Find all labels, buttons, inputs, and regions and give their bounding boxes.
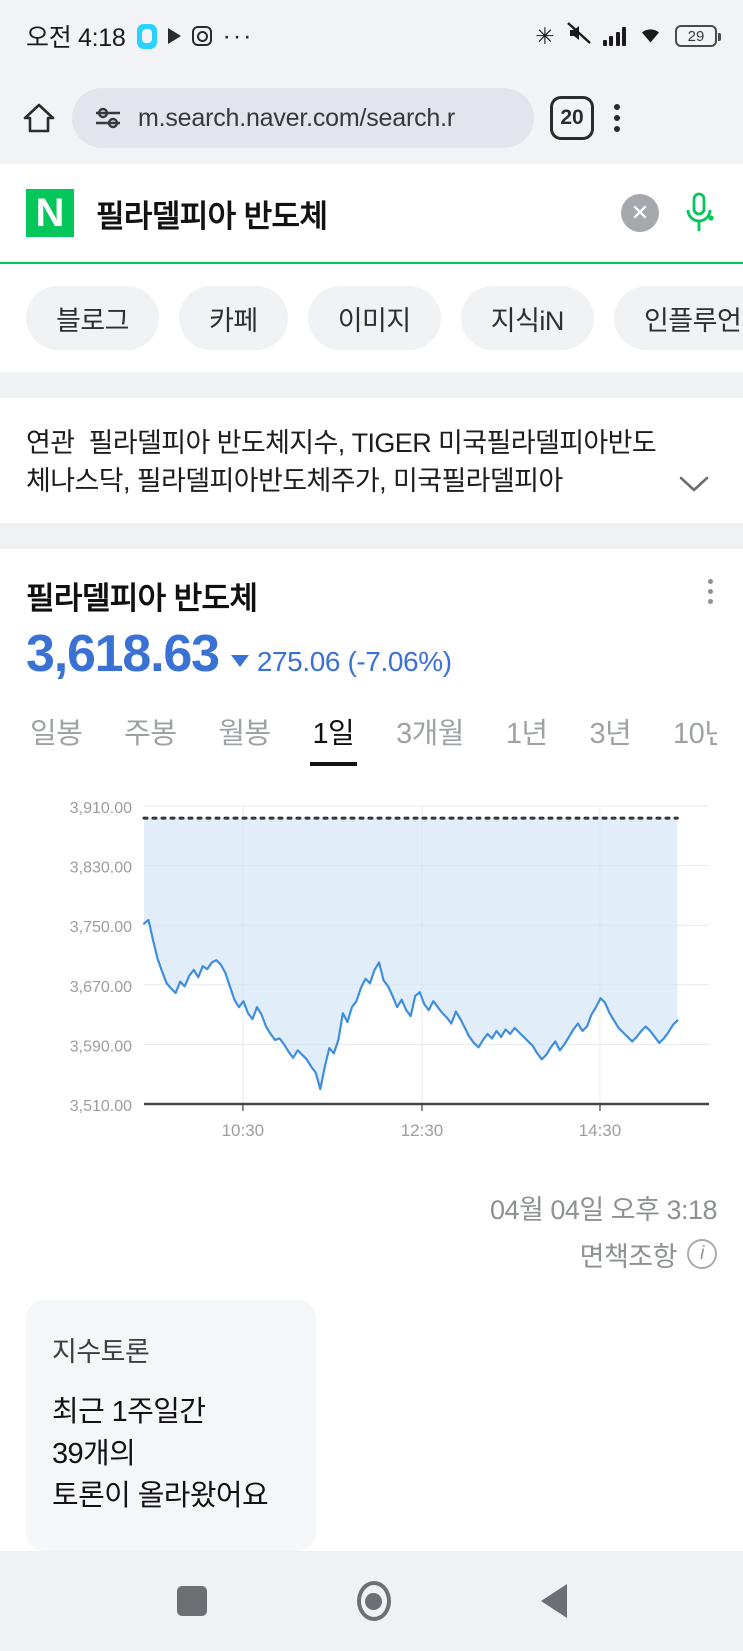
cellular-signal-icon: [602, 26, 626, 46]
discussion-card[interactable]: 지수토론 최근 1주일간 39개의 토론이 올라왔어요: [26, 1299, 316, 1551]
price-direction-icon: [230, 654, 249, 667]
recent-apps-icon[interactable]: [176, 1586, 207, 1616]
svg-text:10:30: 10:30: [222, 1121, 265, 1140]
related-label: 연관: [26, 428, 75, 458]
discussion-line-3: 토론이 올라왔어요: [52, 1479, 269, 1512]
tab-ten-years[interactable]: 10년: [673, 717, 717, 750]
battery-icon: 29: [675, 25, 721, 47]
status-bar-right: ✳ 29: [535, 21, 721, 51]
svg-text:3,910.00: 3,910.00: [70, 800, 132, 817]
svg-text:3,590.00: 3,590.00: [70, 1038, 132, 1055]
stock-header: 필라델피아 반도체: [26, 549, 717, 618]
stock-quote-card: 필라델피아 반도체 3,618.63 275.06 (-7.06%) 일봉 주봉…: [0, 548, 743, 1274]
chart-meta: 04월 04일 오후 3:18 면책조항 i: [26, 1174, 717, 1274]
naver-logo[interactable]: [26, 189, 74, 237]
discussion-section: 지수토론 최근 1주일간 39개의 토론이 올라왔어요: [0, 1273, 743, 1577]
tab-weekly-candle[interactable]: 주봉: [124, 717, 177, 750]
chip-influencer[interactable]: 인플루언서: [613, 286, 743, 350]
tab-three-years[interactable]: 3년: [589, 717, 632, 750]
naver-search-header: 필라델피아 반도체 ✕: [0, 164, 743, 264]
tab-three-months[interactable]: 3개월: [396, 717, 464, 750]
chip-knowledge-in[interactable]: 지식iN: [460, 286, 594, 350]
battery-level: 29: [687, 27, 705, 45]
info-icon[interactable]: i: [687, 1239, 717, 1270]
section-divider-2: [0, 522, 743, 549]
discussion-title: 지수토론: [52, 1336, 150, 1367]
tab-daily-candle[interactable]: 일봉: [30, 717, 83, 750]
svg-text:3,750.00: 3,750.00: [70, 919, 132, 936]
chip-cafe[interactable]: 카페: [179, 286, 288, 350]
url-text[interactable]: m.search.naver.com/search.r: [138, 103, 455, 132]
back-triangle-icon[interactable]: [540, 1584, 567, 1618]
price-row: 3,618.63 275.06 (-7.06%): [26, 624, 717, 684]
play-icon: [167, 28, 181, 44]
price-change: 275.06 (-7.06%): [256, 645, 452, 677]
chip-blog[interactable]: 블로그: [26, 286, 160, 350]
site-settings-icon[interactable]: [94, 105, 122, 131]
browser-toolbar: m.search.naver.com/search.r 20: [0, 72, 743, 164]
section-divider: [0, 372, 743, 398]
mute-icon: [566, 21, 592, 51]
svg-text:14:30: 14:30: [579, 1121, 622, 1140]
discussion-line-1: 최근 1주일간: [52, 1395, 206, 1428]
url-bar[interactable]: m.search.naver.com/search.r: [72, 88, 534, 148]
pill-icon: [136, 23, 157, 49]
chip-image[interactable]: 이미지: [307, 286, 441, 350]
current-price: 3,618.63: [26, 624, 220, 683]
svg-text:3,670.00: 3,670.00: [70, 978, 132, 995]
related-keywords-list[interactable]: 필라델피아 반도체지수, TIGER 미국필라델피아반도체나스닥, 필라델피아반…: [26, 428, 657, 497]
disclaimer-row[interactable]: 면책조항 i: [26, 1235, 717, 1274]
overflow-menu-icon[interactable]: [610, 100, 624, 136]
android-nav-bar: [0, 1551, 743, 1651]
tab-counter-button[interactable]: 20: [550, 96, 594, 140]
related-keywords-section[interactable]: 연관 필라델피아 반도체지수, TIGER 미국필라델피아반도체나스닥, 필라델피…: [0, 398, 743, 523]
ellipsis-icon: ···: [222, 22, 254, 50]
related-keywords-body: 연관 필라델피아 반도체지수, TIGER 미국필라델피아반도체나스닥, 필라델피…: [26, 424, 671, 501]
more-vertical-icon[interactable]: [704, 573, 717, 610]
chevron-down-icon[interactable]: [671, 473, 717, 501]
bluetooth-icon: ✳: [535, 22, 555, 49]
tab-monthly-candle[interactable]: 월봉: [218, 717, 271, 750]
status-bar-left: 오전 4:18 ···: [26, 18, 254, 54]
discussion-body: 최근 1주일간 39개의 토론이 올라왔어요: [52, 1391, 290, 1517]
svg-text:3,510.00: 3,510.00: [70, 1098, 132, 1115]
tab-one-day[interactable]: 1일: [292, 710, 376, 766]
disclaimer-label[interactable]: 면책조항: [579, 1241, 678, 1272]
svg-text:12:30: 12:30: [401, 1121, 444, 1140]
svg-text:3,830.00: 3,830.00: [70, 859, 132, 876]
period-tab-row[interactable]: 일봉 주봉 월봉 1일 3개월 1년 3년 10년: [26, 710, 717, 766]
status-clock: 오전 4:18: [26, 24, 126, 52]
page-title: 필라델피아 반도체: [26, 580, 258, 616]
status-bar: 오전 4:18 ··· ✳ 29: [0, 0, 743, 72]
instagram-icon: [191, 26, 212, 46]
wifi-icon: [637, 23, 664, 50]
category-chip-row[interactable]: 블로그 카페 이미지 지식iN 인플루언서: [0, 264, 743, 372]
price-chart[interactable]: 3,910.00 3,830.00 3,750.00 3,670.00 3,590.00…: [26, 784, 717, 1174]
last-updated: 04월 04일 오후 3:18: [490, 1194, 717, 1225]
clear-icon[interactable]: ✕: [621, 194, 659, 232]
home-icon[interactable]: [22, 101, 56, 135]
tab-one-year[interactable]: 1년: [505, 717, 548, 750]
related-keywords-text[interactable]: 연관 필라델피아 반도체지수, TIGER 미국필라델피아반도체나스닥, 필라델피…: [26, 424, 671, 501]
home-circle-icon[interactable]: [356, 1581, 391, 1621]
search-input[interactable]: 필라델피아 반도체: [96, 198, 328, 234]
microphone-icon[interactable]: [681, 191, 717, 235]
discussion-line-2: 39개의: [52, 1437, 136, 1470]
